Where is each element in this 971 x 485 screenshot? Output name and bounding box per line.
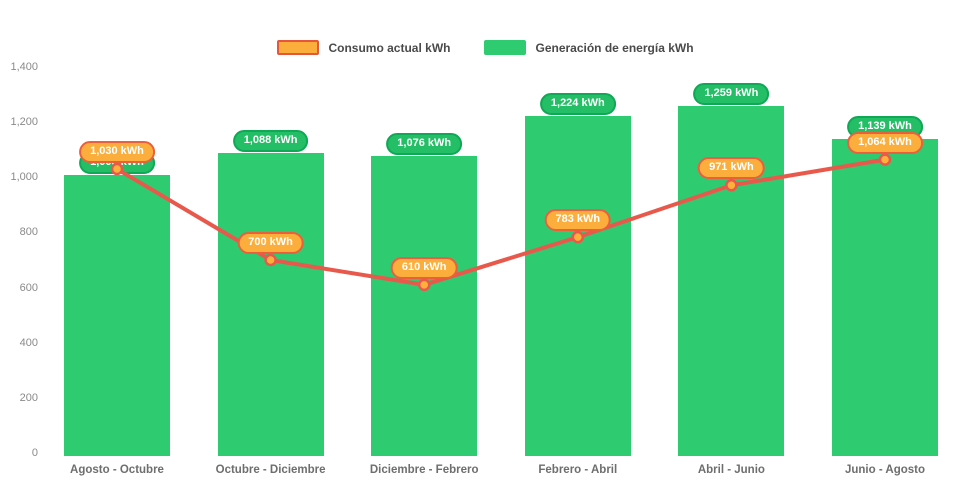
generation-value-pill: 1,224 kWh	[539, 92, 616, 115]
y-tick-label: 200	[19, 391, 38, 404]
generation-value-pill: 1,076 kWh	[386, 133, 463, 156]
x-category-label: Febrero - Abril	[538, 464, 618, 476]
consumption-point-marker[interactable]	[110, 162, 124, 176]
consumption-point-marker[interactable]	[571, 230, 585, 244]
x-category-label: Octubre - Diciembre	[215, 464, 326, 476]
generation-bar[interactable]	[217, 153, 324, 456]
x-category-label: Agosto - Octubre	[70, 464, 164, 476]
y-tick-label: 600	[19, 281, 38, 294]
legend-label: Consumo actual kWh	[328, 40, 451, 55]
x-category-label: Abril - Junio	[697, 464, 765, 476]
consumption-value-pill: 783 kWh	[544, 209, 612, 232]
generation-value-pill: 1,259 kWh	[693, 82, 770, 105]
chart-legend: Consumo actual kWh Generación de energía …	[0, 40, 971, 55]
y-tick-label: 1,400	[10, 61, 38, 73]
legend-item-consumo[interactable]: Consumo actual kWh	[277, 40, 450, 55]
generation-bar[interactable]	[64, 175, 170, 456]
consumption-value-pill: 1,030 kWh	[79, 141, 155, 163]
consumption-value-pill: 700 kWh	[237, 232, 304, 254]
legend-label: Generación de energía kWh	[535, 40, 694, 55]
generation-bar[interactable]	[524, 115, 631, 456]
x-category-label: Diciembre - Febrero	[369, 464, 479, 476]
consumption-point-marker[interactable]	[725, 179, 738, 192]
y-tick-label: 1,000	[10, 171, 38, 184]
y-tick-label: 1,200	[10, 116, 38, 129]
legend-swatch-generacion	[484, 40, 527, 55]
generation-value-pill: 1,088 kWh	[232, 130, 309, 153]
consumption-value-pill: 1,064 kWh	[847, 131, 923, 154]
x-category-label: Junio - Agosto	[844, 464, 926, 476]
generation-bar[interactable]	[832, 138, 938, 456]
y-tick-label: 800	[19, 226, 38, 239]
consumption-value-pill: 971 kWh	[698, 157, 765, 180]
consumption-value-pill: 610 kWh	[390, 256, 458, 279]
y-tick-label: 400	[19, 336, 38, 349]
consumption-point-marker[interactable]	[264, 253, 277, 267]
legend-swatch-consumo	[277, 40, 320, 55]
consumption-point-marker[interactable]	[417, 278, 431, 292]
legend-item-generacion[interactable]: Generación de energía kWh	[484, 40, 694, 55]
consumption-line	[115, 157, 887, 287]
consumption-point-marker[interactable]	[878, 153, 892, 166]
y-tick-label: 0	[31, 447, 38, 459]
generation-bar[interactable]	[371, 156, 478, 456]
